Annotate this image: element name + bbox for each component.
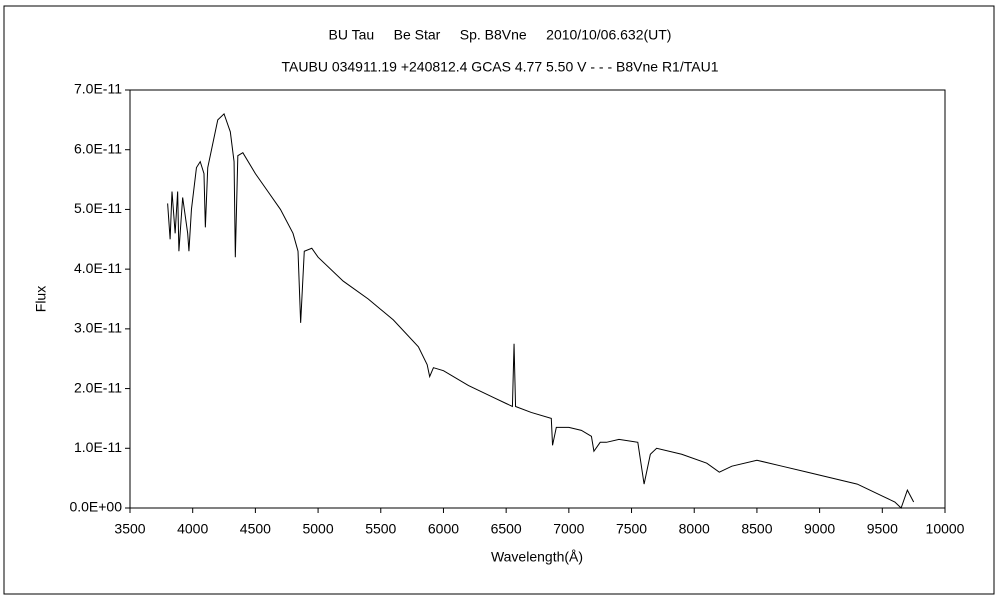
x-tick-label: 8500 [741, 521, 772, 537]
x-tick-label: 7500 [616, 521, 647, 537]
x-tick-label: 4500 [240, 521, 271, 537]
x-tick-label: 9000 [804, 521, 835, 537]
y-tick-label: 7.0E-11 [74, 81, 122, 97]
y-tick-label: 6.0E-11 [74, 140, 122, 156]
x-tick-label: 5500 [365, 521, 396, 537]
x-tick-label: 6000 [428, 521, 459, 537]
y-tick-label: 5.0E-11 [74, 200, 122, 216]
x-tick-label: 10000 [926, 521, 965, 537]
x-tick-label: 9500 [867, 521, 898, 537]
x-tick-label: 7000 [553, 521, 584, 537]
y-tick-label: 1.0E-11 [74, 439, 122, 455]
spectrum-line [167, 112, 915, 509]
chart-subtitle: TAUBU 034911.19 +240812.4 GCAS 4.77 5.50… [282, 59, 719, 75]
x-axis-label: Wavelength(Å) [491, 549, 583, 565]
x-tick-label: 5000 [302, 521, 333, 537]
y-axis-label: Flux [33, 286, 49, 312]
y-tick-label: 0.0E+00 [69, 499, 122, 515]
chart-title: BU Tau Be Star Sp. B8Vne 2010/10/06.632(… [329, 27, 672, 43]
x-tick-label: 4000 [177, 521, 208, 537]
y-tick-label: 2.0E-11 [74, 379, 122, 395]
x-tick-label: 6500 [491, 521, 522, 537]
plot-frame [129, 89, 946, 509]
x-tick-label: 8000 [679, 521, 710, 537]
y-tick-label: 4.0E-11 [74, 260, 122, 276]
chart-frame [3, 5, 995, 595]
x-tick-label: 3500 [114, 521, 145, 537]
y-tick-label: 3.0E-11 [74, 320, 122, 336]
